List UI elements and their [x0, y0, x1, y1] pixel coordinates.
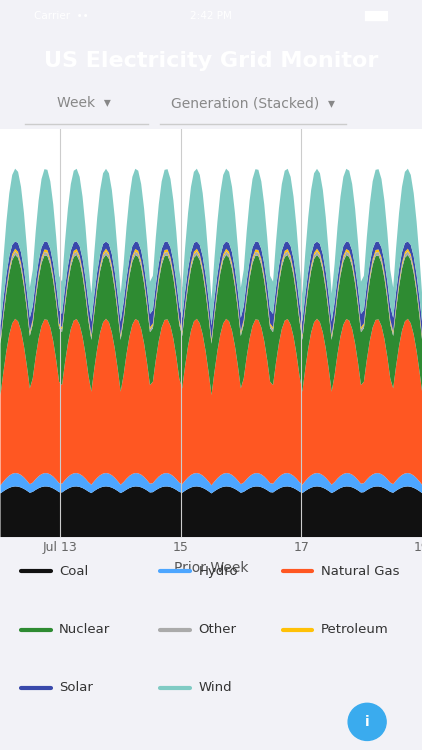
- Text: Coal: Coal: [59, 565, 88, 578]
- Text: Generation (Stacked)  ▾: Generation (Stacked) ▾: [171, 96, 335, 110]
- Text: Nuclear: Nuclear: [59, 623, 110, 636]
- Text: Hydro: Hydro: [198, 565, 238, 578]
- Text: Natural Gas: Natural Gas: [321, 565, 399, 578]
- Text: i: i: [365, 715, 369, 729]
- X-axis label: Prior Week: Prior Week: [174, 561, 248, 575]
- Text: Petroleum: Petroleum: [321, 623, 389, 636]
- Circle shape: [348, 704, 386, 740]
- Text: Solar: Solar: [59, 682, 93, 694]
- Text: US Electricity Grid Monitor: US Electricity Grid Monitor: [44, 51, 378, 70]
- Text: Carrier  ••: Carrier ••: [34, 11, 88, 21]
- Text: 2:42 PM: 2:42 PM: [190, 11, 232, 21]
- Text: Week  ▾: Week ▾: [57, 96, 111, 110]
- Text: Other: Other: [198, 623, 236, 636]
- Text: Wind: Wind: [198, 682, 232, 694]
- Text: ███: ███: [364, 11, 388, 21]
